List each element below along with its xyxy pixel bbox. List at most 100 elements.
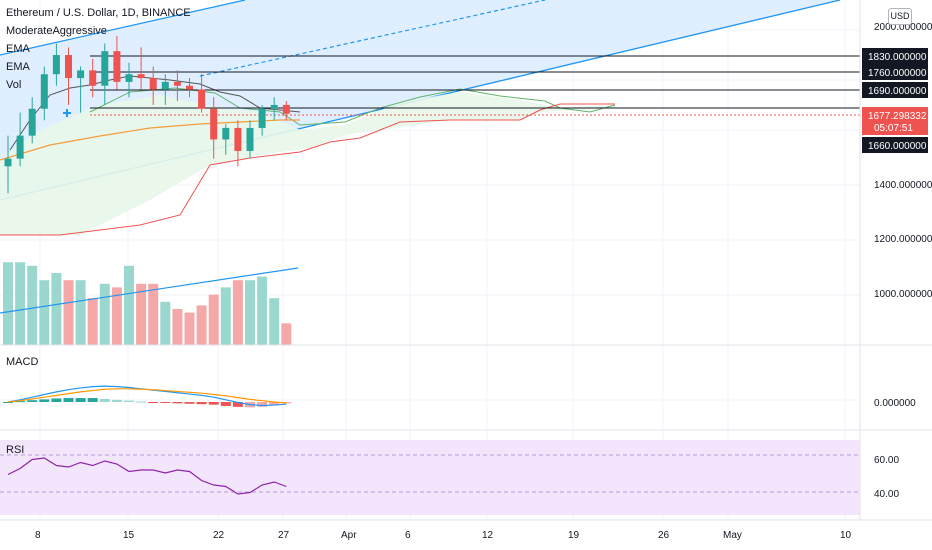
candle-body-3 [40,74,48,109]
candle-body-15 [186,85,193,90]
volume-bar-23 [281,323,292,345]
candle-body-11 [137,74,145,79]
y-tick-label-3: 1000.000000 [874,289,932,300]
macd-histogram-bar-17 [208,402,219,405]
price-badge-bg-3 [862,137,928,153]
volume-bar-12 [148,283,159,345]
volume-bar-21 [257,276,268,345]
candle-body-7 [89,70,97,86]
price-badge-label-3: 1660.000000 [868,141,927,152]
volume-bar-13 [160,301,171,345]
macd-signal-line [7,388,287,404]
x-tick-label-9: May [723,530,742,541]
candle-body-21 [258,108,266,128]
x-tick-label-3: 27 [278,530,290,541]
x-tick-label-7: 19 [568,530,580,541]
macd-panel-label[interactable]: MACD [6,356,39,368]
x-tick-label-4: Apr [341,530,357,541]
macd-histogram-bar-10 [124,400,134,402]
volume-bar-8 [99,283,110,345]
legend-ema-2[interactable]: EMA [6,61,30,73]
x-tick-label-6: 12 [482,530,494,541]
macd-histogram-bar-16 [196,402,207,405]
legend-volume[interactable]: Vol [6,79,22,91]
candle-body-20 [246,127,254,151]
candle-body-8 [101,51,109,86]
volume-bar-11 [136,283,147,345]
macd-histogram-bar-4 [51,398,62,402]
candle-body-19 [234,127,242,151]
macd-histogram-bar-14 [172,402,183,404]
x-tick-label-2: 22 [213,530,225,541]
volume-bar-5 [63,280,74,345]
volume-bar-4 [51,273,62,345]
price-badge-label-1: 1760.000000 [868,68,927,79]
channel-mid-dashed [199,0,546,77]
candle-body-18 [222,127,230,140]
candle-body-4 [52,55,60,75]
candle-body-10 [125,74,133,82]
legend-ema-1[interactable]: EMA [6,43,30,55]
volume-bar-6 [75,280,86,345]
x-tick-label-5: 6 [405,530,411,541]
signal-cross-marker [63,109,71,117]
rsi-panel-label[interactable]: RSI [6,444,25,456]
volume-bar-7 [87,298,98,345]
y-tick-label-0: 2000.000000 [874,22,932,33]
candle-body-14 [173,81,181,86]
macd-y-tick-0: 0.000000 [874,398,916,409]
volume-bar-3 [39,280,50,345]
macd-histogram-bar-18 [220,402,231,406]
price-badge-label-2: 1690.000000 [868,86,927,97]
countdown-label: 05:07:51 [874,123,913,134]
ema-fast-line [9,75,301,151]
candle-body-23 [282,104,290,114]
macd-histogram-bar-3 [39,399,50,402]
macd-histogram-bar-8 [99,398,110,402]
legend-moderate-aggressive[interactable]: ModerateAggressive [6,25,107,37]
volume-ma-line [0,267,299,314]
price-badge-label-0: 1830.000000 [868,52,927,63]
volume-bar-16 [196,305,207,345]
volume-bar-10 [124,265,134,345]
volume-bar-20 [245,280,255,345]
chart-legend: Ethereum / U.S. Dollar, 1D, BINANCE Mode… [6,4,191,94]
ema-slow-line [0,119,300,161]
macd-histogram-bar-9 [111,399,122,402]
candle-body-12 [149,78,157,90]
candle-body-22 [270,104,278,109]
chart-title: Ethereum / U.S. Dollar, 1D, BINANCE [6,7,191,19]
current-price-label: 1677.298332 [868,111,927,122]
x-tick-label-10: 10 [840,530,852,541]
price-badge-bg-2 [862,82,928,98]
price-badge-bg-0 [862,48,928,64]
macd-histogram-bar-21 [257,402,268,407]
candle-body-16 [198,89,206,109]
current-price-badge-bg [862,107,928,135]
channel-upper-line [0,0,246,56]
volume-bar-0 [3,262,13,345]
currency-badge[interactable]: USD [888,8,912,25]
volume-bar-15 [184,312,195,345]
volume-bar-19 [232,280,243,345]
volume-bar-1 [15,262,26,345]
macd-histogram-bar-11 [136,401,147,403]
rsi-y-tick-0: 60.00 [874,455,899,466]
volume-bar-2 [27,265,38,345]
rsi-y-tick-1: 40.00 [874,489,899,500]
macd-histogram-bar-5 [63,398,74,402]
price-badge-bg-1 [862,64,928,80]
x-tick-label-0: 8 [35,530,41,541]
y-tick-label-2: 1200.000000 [874,234,932,245]
candle-body-5 [65,55,72,79]
volume-bar-14 [172,309,183,345]
volume-bar-17 [208,294,219,345]
macd-histogram-bar-2 [27,400,38,402]
rsi-band [0,440,860,515]
x-tick-label-8: 26 [658,530,670,541]
volume-bar-22 [269,298,280,345]
macd-histogram-bar-19 [232,402,243,407]
y-tick-label-1: 1400.000000 [874,180,932,191]
macd-histogram-bar-1 [15,401,26,403]
